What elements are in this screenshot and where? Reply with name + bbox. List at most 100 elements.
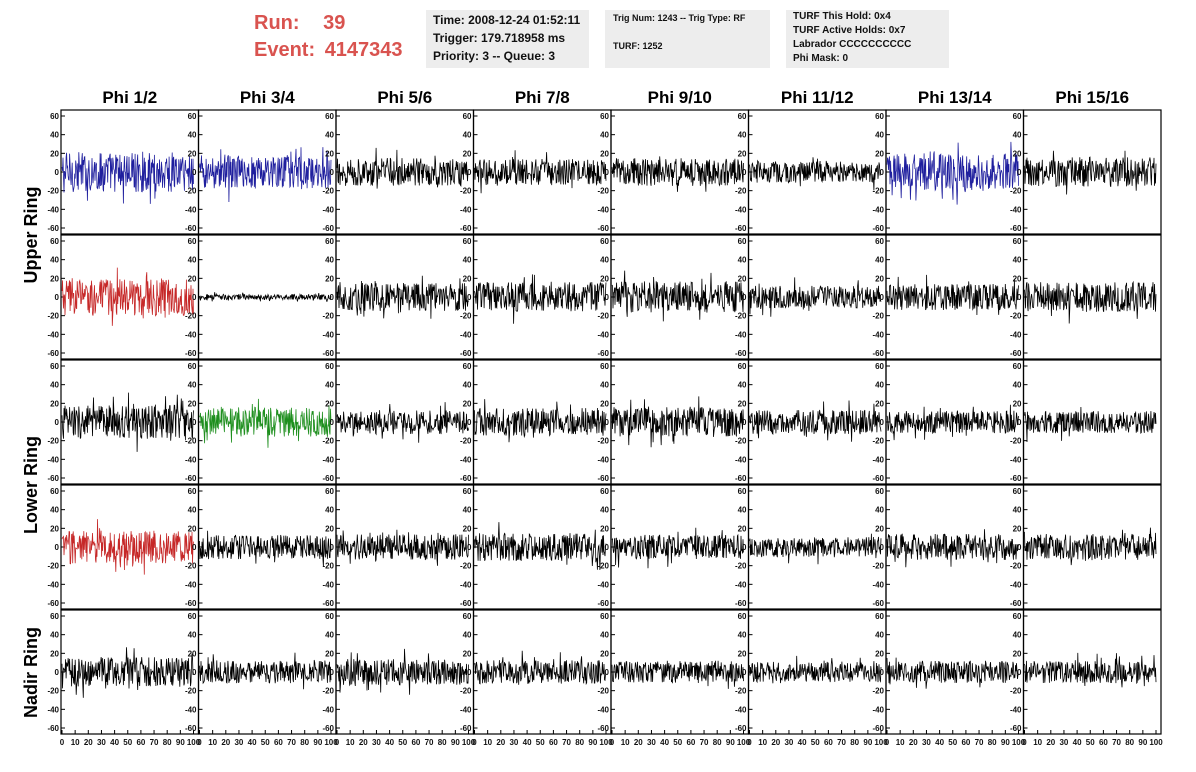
y-tick-label: 20 xyxy=(188,274,197,283)
y-tick-label: 60 xyxy=(50,612,59,621)
waveform-r5-c1 xyxy=(61,647,194,698)
waveform-r1-c8 xyxy=(1024,150,1157,195)
y-tick-label: 0 xyxy=(605,668,610,677)
y-tick-label: 60 xyxy=(463,612,472,621)
row-group-label-2: Lower Ring xyxy=(21,436,41,534)
y-tick-label: -20 xyxy=(460,562,472,571)
run-label: Run: 39 xyxy=(254,11,345,35)
y-tick-label: 60 xyxy=(50,362,59,371)
y-tick-label: 60 xyxy=(463,237,472,246)
x-tick-label: 80 xyxy=(988,738,997,747)
y-tick-label: 0 xyxy=(192,293,197,302)
y-tick-label: -60 xyxy=(735,349,747,358)
x-tick-label: 10 xyxy=(346,738,355,747)
y-tick-label: -20 xyxy=(597,187,609,196)
x-tick-label: 50 xyxy=(1086,738,1095,747)
y-tick-label: -40 xyxy=(872,205,884,214)
y-tick-label: 0 xyxy=(742,168,747,177)
event-label-text: Event: xyxy=(254,39,316,61)
y-tick-label: 60 xyxy=(1013,487,1022,496)
x-tick-label: 10 xyxy=(621,738,630,747)
x-tick-label: 90 xyxy=(1001,738,1010,747)
y-tick-label: -60 xyxy=(735,599,747,608)
y-tick-label: -40 xyxy=(185,580,197,589)
y-tick-label: -20 xyxy=(460,187,472,196)
y-tick-label: -20 xyxy=(47,562,59,571)
labrador-text: Labrador CCCCCCCCCC xyxy=(793,39,912,50)
y-tick-label: 40 xyxy=(463,131,472,140)
x-tick-label: 30 xyxy=(234,738,243,747)
waveform-r4-c1 xyxy=(61,519,194,575)
y-tick-label: 40 xyxy=(600,506,609,515)
y-tick-label: -60 xyxy=(1010,349,1022,358)
x-tick-label: 50 xyxy=(261,738,270,747)
y-tick-label: 60 xyxy=(188,112,197,121)
waveform-r4-c7 xyxy=(886,529,1019,568)
y-tick-label: 0 xyxy=(880,168,885,177)
trig-info-box: Trig Num: 1243 -- Trig Type: RF TURF: 12… xyxy=(605,10,770,68)
x-tick-label: 40 xyxy=(1073,738,1082,747)
y-tick-label: 60 xyxy=(600,612,609,621)
waveform-r4-c8 xyxy=(1024,527,1157,566)
y-tick-label: -40 xyxy=(735,705,747,714)
y-tick-label: 40 xyxy=(50,256,59,265)
y-tick-label: -40 xyxy=(735,580,747,589)
x-tick-label: 20 xyxy=(634,738,643,747)
y-tick-label: 40 xyxy=(875,631,884,640)
waveform-r4-c6 xyxy=(749,533,882,565)
y-tick-label: 60 xyxy=(463,487,472,496)
y-tick-label: -40 xyxy=(322,705,334,714)
waveform-r5-c5 xyxy=(611,660,744,689)
column-header-4: Phi 7/8 xyxy=(515,88,570,107)
y-tick-label: -60 xyxy=(47,599,59,608)
y-tick-label: 40 xyxy=(1013,381,1022,390)
y-tick-label: 0 xyxy=(330,293,335,302)
y-tick-label: 20 xyxy=(50,149,59,158)
y-tick-label: -60 xyxy=(185,599,197,608)
y-tick-label: -20 xyxy=(872,687,884,696)
y-tick-label: -40 xyxy=(185,330,197,339)
y-tick-label: 0 xyxy=(880,293,885,302)
y-tick-label: -20 xyxy=(1010,312,1022,321)
y-tick-label: 40 xyxy=(875,256,884,265)
y-tick-label: -20 xyxy=(185,562,197,571)
y-tick-label: -40 xyxy=(185,455,197,464)
x-tick-label: 60 xyxy=(961,738,970,747)
y-tick-label: 40 xyxy=(875,381,884,390)
x-tick-label: 20 xyxy=(909,738,918,747)
y-tick-label: -20 xyxy=(322,437,334,446)
y-tick-label: 20 xyxy=(463,524,472,533)
y-tick-label: 40 xyxy=(600,631,609,640)
x-tick-label: 80 xyxy=(1125,738,1134,747)
y-tick-label: 20 xyxy=(188,649,197,658)
waveform-r1-c3 xyxy=(336,147,469,189)
y-tick-label: 20 xyxy=(1013,399,1022,408)
y-tick-label: -60 xyxy=(872,724,884,733)
y-tick-label: -40 xyxy=(735,330,747,339)
x-tick-label: 100 xyxy=(324,738,338,747)
column-header-2: Phi 3/4 xyxy=(240,88,295,107)
y-tick-label: 20 xyxy=(875,524,884,533)
waveform-r4-c2 xyxy=(199,530,332,567)
y-tick-label: -40 xyxy=(1010,580,1022,589)
y-tick-label: -60 xyxy=(597,349,609,358)
x-tick-label: 40 xyxy=(385,738,394,747)
y-tick-label: 40 xyxy=(188,256,197,265)
y-tick-label: 0 xyxy=(742,293,747,302)
y-tick-label: -40 xyxy=(597,580,609,589)
y-tick-label: 60 xyxy=(188,487,197,496)
row-group-label-3: Nadir Ring xyxy=(21,627,41,718)
x-tick-label: 70 xyxy=(700,738,709,747)
y-tick-label: -40 xyxy=(597,205,609,214)
y-tick-label: -60 xyxy=(872,599,884,608)
y-tick-label: 0 xyxy=(742,543,747,552)
x-tick-label: 80 xyxy=(438,738,447,747)
y-tick-label: -40 xyxy=(597,330,609,339)
y-tick-label: 20 xyxy=(188,149,197,158)
x-tick-label: 70 xyxy=(837,738,846,747)
y-tick-label: 40 xyxy=(738,256,747,265)
x-tick-label: 0 xyxy=(197,738,202,747)
waveform-r1-c6 xyxy=(749,157,882,191)
y-tick-label: 0 xyxy=(55,168,60,177)
y-tick-label: -60 xyxy=(322,724,334,733)
